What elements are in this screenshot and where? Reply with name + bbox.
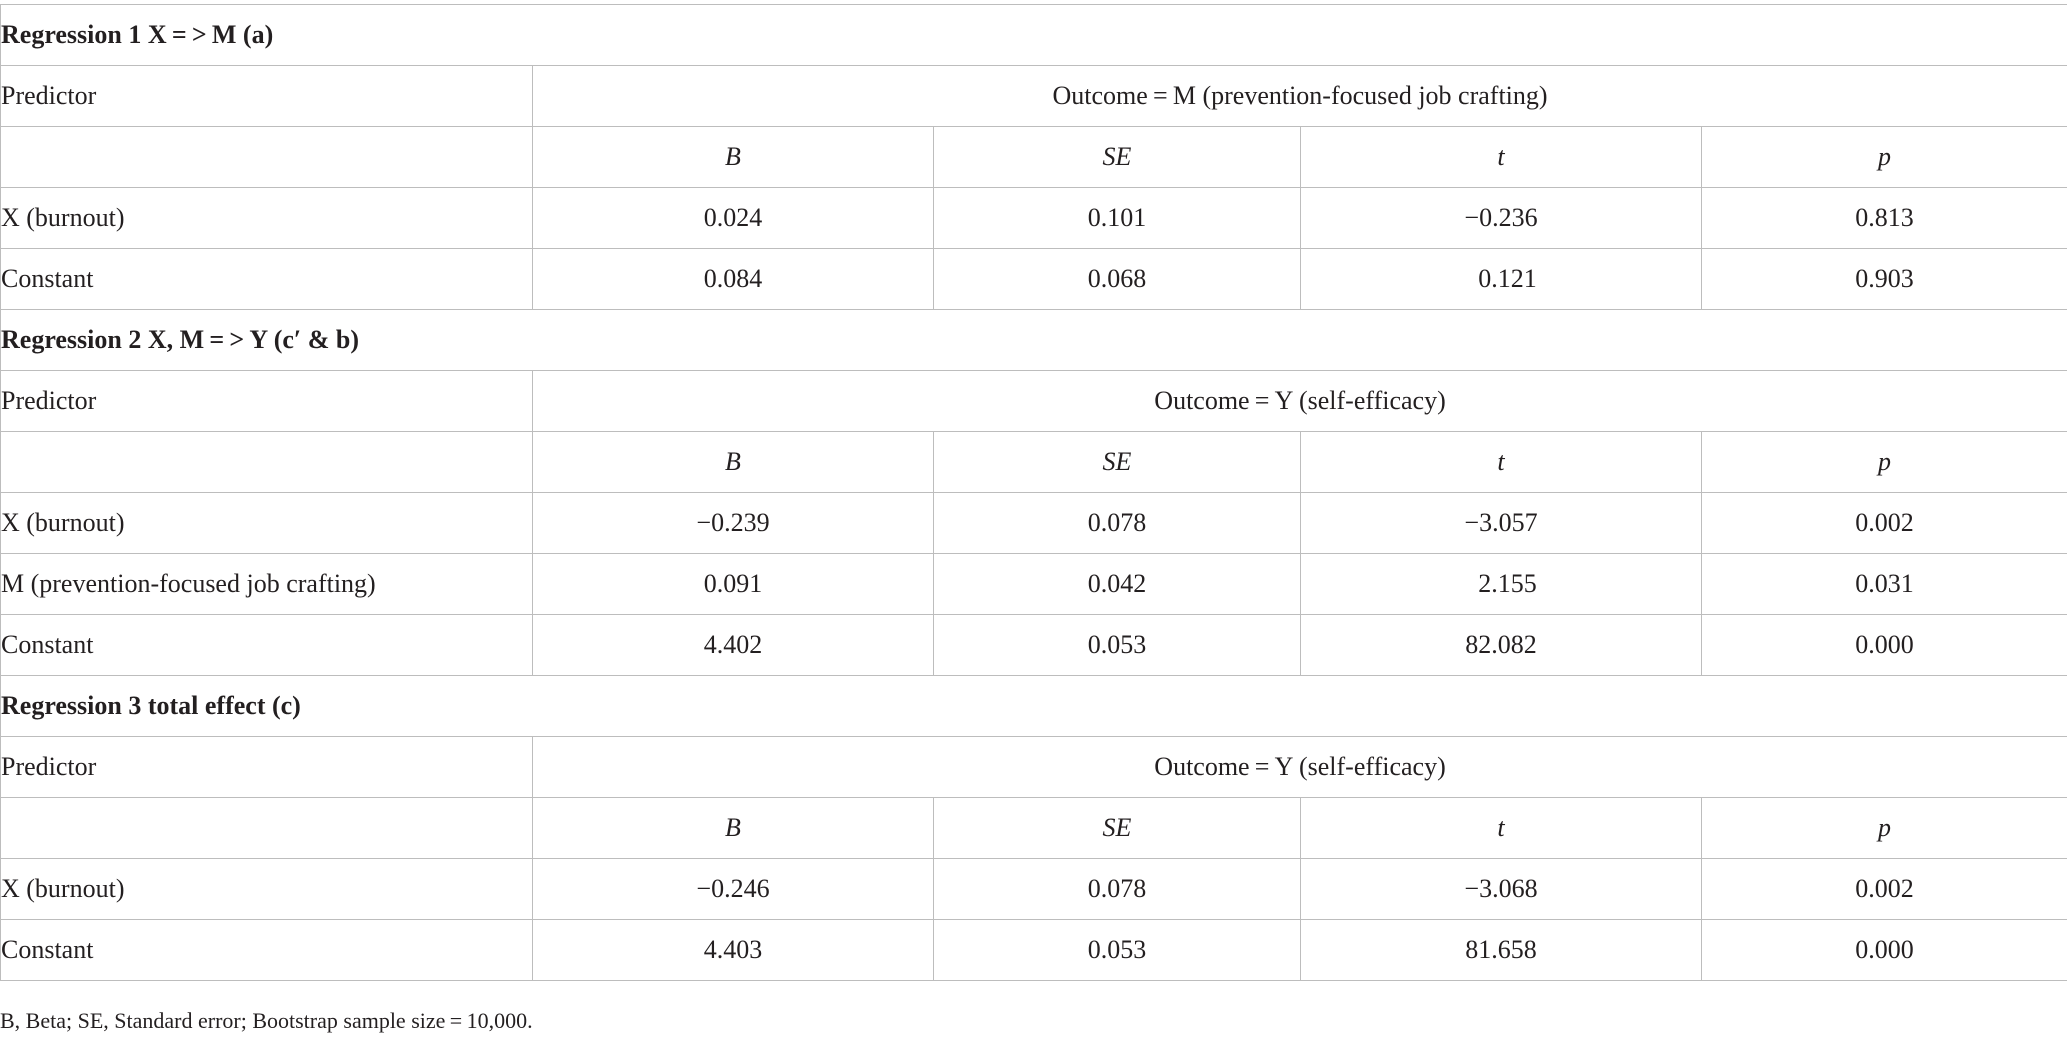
value-se: 0.078	[933, 858, 1301, 920]
predictor-header: Predictor	[0, 65, 533, 127]
col-header-b: B	[532, 431, 934, 493]
col-header-b: B	[532, 797, 934, 859]
table-row: X (burnout) −0.246 0.078 −3.068 0.002	[0, 858, 2067, 920]
value-p: 0.031	[1700, 553, 2067, 615]
col-header-se: SE	[933, 797, 1301, 859]
value-b: 4.402	[532, 614, 934, 676]
outcome-header: Outcome = M (prevention-focused job craf…	[531, 65, 2067, 127]
value-b: 4.403	[532, 919, 934, 981]
value-b: −0.239	[532, 492, 934, 554]
outcome-header: Outcome = Y (self-efficacy)	[531, 370, 2067, 432]
outcome-header: Outcome = Y (self-efficacy)	[531, 736, 2067, 798]
row-label: Constant	[0, 919, 533, 981]
value-t: 2.155	[1300, 553, 1702, 615]
value-b: 0.091	[532, 553, 934, 615]
regression-table: Regression 1 X = > M (a) Predictor Outco…	[0, 4, 2067, 981]
column-header-row: B SE t p	[0, 797, 2067, 859]
value-p: 0.000	[1700, 919, 2067, 981]
value-p: 0.813	[1700, 187, 2067, 249]
table-row: Constant 0.084 0.068 0.121 0.903	[0, 248, 2067, 310]
row-label: X (burnout)	[0, 187, 533, 249]
value-t: −0.236	[1300, 187, 1702, 249]
row-label: X (burnout)	[0, 858, 533, 920]
value-p: 0.000	[1700, 614, 2067, 676]
section-title-row: Regression 3 total effect (c)	[0, 675, 2067, 737]
col-header-p: p	[1700, 797, 2067, 859]
table-footnote: B, Beta; SE, Standard error; Bootstrap s…	[0, 1008, 533, 1033]
predictor-header: Predictor	[0, 370, 533, 432]
table-row: M (prevention-focused job crafting) 0.09…	[0, 553, 2067, 615]
table-row: Constant 4.402 0.053 82.082 0.000	[0, 614, 2067, 676]
value-p: 0.002	[1700, 492, 2067, 554]
value-b: −0.246	[532, 858, 934, 920]
value-se: 0.101	[933, 187, 1301, 249]
col-header-b: B	[532, 126, 934, 188]
row-label: X (burnout)	[0, 492, 533, 554]
value-t: 82.082	[1300, 614, 1702, 676]
blank-cell	[0, 431, 533, 493]
row-label: Constant	[0, 248, 533, 310]
value-b: 0.084	[532, 248, 934, 310]
col-header-t: t	[1300, 797, 1702, 859]
value-t: −3.057	[1300, 492, 1702, 554]
value-se: 0.068	[933, 248, 1301, 310]
table-row: X (burnout) −0.239 0.078 −3.057 0.002	[0, 492, 2067, 554]
value-se: 0.053	[933, 919, 1301, 981]
section-title: Regression 2 X, M = > Y (c′ & b)	[0, 309, 2067, 371]
value-t: 0.121	[1300, 248, 1702, 310]
outcome-row: Predictor Outcome = Y (self-efficacy)	[0, 370, 2067, 432]
column-header-row: B SE t p	[0, 126, 2067, 188]
value-t: −3.068	[1300, 858, 1702, 920]
table-row: X (burnout) 0.024 0.101 −0.236 0.813	[0, 187, 2067, 249]
value-p: 0.002	[1700, 858, 2067, 920]
col-header-t: t	[1300, 431, 1702, 493]
column-header-row: B SE t p	[0, 431, 2067, 493]
blank-cell	[0, 126, 533, 188]
value-t: 81.658	[1300, 919, 1702, 981]
outcome-row: Predictor Outcome = Y (self-efficacy)	[0, 736, 2067, 798]
col-header-se: SE	[933, 431, 1301, 493]
predictor-header: Predictor	[0, 736, 533, 798]
section-title-row: Regression 2 X, M = > Y (c′ & b)	[0, 309, 2067, 371]
row-label: M (prevention-focused job crafting)	[0, 553, 533, 615]
blank-cell	[0, 797, 533, 859]
col-header-se: SE	[933, 126, 1301, 188]
value-se: 0.042	[933, 553, 1301, 615]
value-b: 0.024	[532, 187, 934, 249]
row-label: Constant	[0, 614, 533, 676]
col-header-t: t	[1300, 126, 1702, 188]
section-title-row: Regression 1 X = > M (a)	[0, 4, 2067, 66]
table-row: Constant 4.403 0.053 81.658 0.000	[0, 919, 2067, 981]
value-se: 0.053	[933, 614, 1301, 676]
section-title: Regression 3 total effect (c)	[0, 675, 2067, 737]
value-p: 0.903	[1700, 248, 2067, 310]
section-title: Regression 1 X = > M (a)	[0, 4, 2067, 66]
outcome-row: Predictor Outcome = M (prevention-focuse…	[0, 65, 2067, 127]
col-header-p: p	[1700, 126, 2067, 188]
value-se: 0.078	[933, 492, 1301, 554]
col-header-p: p	[1700, 431, 2067, 493]
